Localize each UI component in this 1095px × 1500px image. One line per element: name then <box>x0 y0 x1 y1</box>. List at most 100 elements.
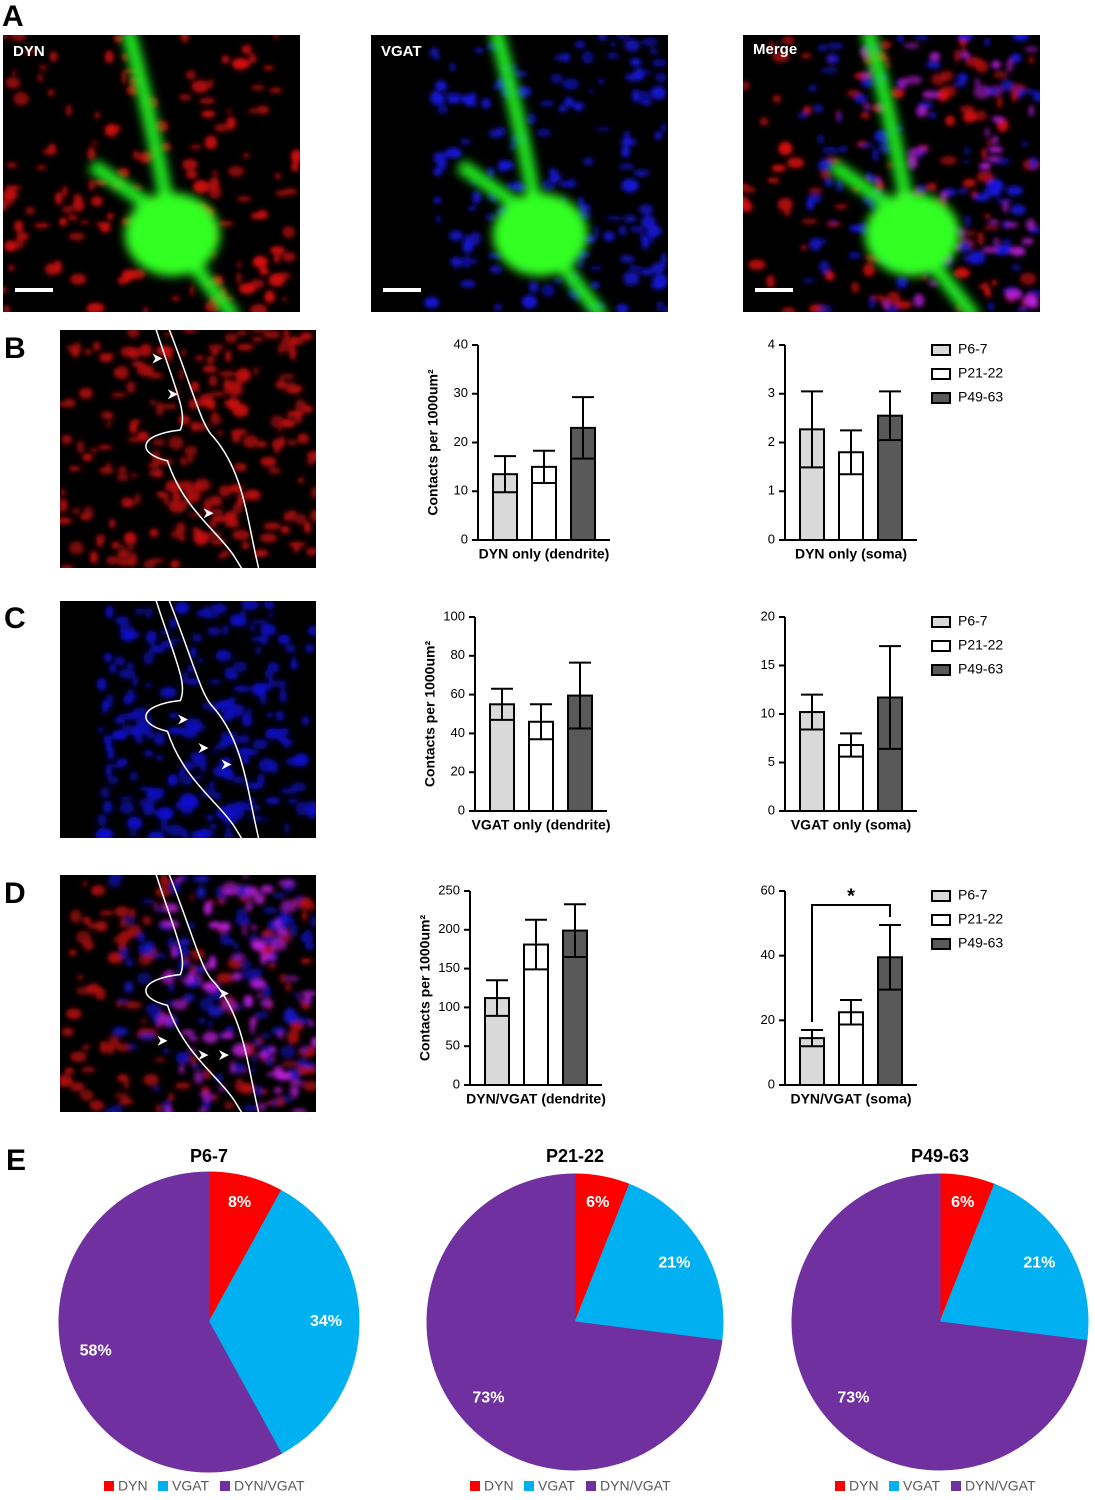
legend-label: P21-22 <box>958 365 1003 381</box>
punctum <box>104 652 113 663</box>
punctum <box>70 1051 87 1063</box>
legend-label: P49-63 <box>958 389 1003 405</box>
punctum <box>132 676 139 687</box>
punctum <box>633 67 645 81</box>
punctum <box>181 792 197 806</box>
legend-label: DYN/VGAT <box>965 1478 1036 1494</box>
punctum <box>194 478 211 492</box>
punctum <box>156 807 174 821</box>
punctum <box>284 644 296 653</box>
punctum <box>495 127 507 134</box>
legend-swatch <box>835 1481 845 1491</box>
punctum <box>127 347 142 359</box>
punctum <box>257 992 263 999</box>
punctum <box>759 117 769 126</box>
punctum <box>138 1032 156 1041</box>
punctum <box>873 147 878 162</box>
punctum <box>226 824 231 834</box>
punctum <box>467 205 478 212</box>
punctum <box>138 786 152 792</box>
punctum <box>300 932 314 944</box>
punctum <box>772 95 782 103</box>
punctum <box>267 963 277 969</box>
punctum <box>157 1014 175 1027</box>
punctum <box>170 530 185 539</box>
punctum <box>69 949 77 956</box>
punctum <box>429 46 439 58</box>
punctum <box>226 116 236 130</box>
x-axis-label: DYN only (dendrite) <box>479 546 610 562</box>
punctum <box>129 552 138 567</box>
punctum <box>848 251 861 260</box>
punctum <box>201 110 216 118</box>
punctum <box>965 147 970 155</box>
punctum <box>300 958 312 964</box>
punctum <box>106 556 120 565</box>
punctum <box>603 231 615 242</box>
punctum <box>310 486 316 500</box>
punctum <box>655 72 667 83</box>
punctum <box>163 1104 173 1112</box>
punctum <box>913 293 925 308</box>
punctum <box>38 65 49 70</box>
punctum <box>87 146 96 161</box>
pie-title: P49-63 <box>911 1146 969 1166</box>
punctum <box>562 53 570 62</box>
punctum <box>743 186 756 194</box>
punctum <box>160 819 168 832</box>
punctum <box>547 168 558 174</box>
pie-title: P21-22 <box>546 1146 604 1166</box>
y-tick-label: 10 <box>454 483 468 498</box>
y-tick-label: 20 <box>761 608 775 623</box>
punctum <box>251 940 266 951</box>
punctum <box>304 993 311 1004</box>
punctum <box>224 333 238 344</box>
punctum <box>299 1017 310 1025</box>
punctum <box>250 304 268 312</box>
y-tick-label: 30 <box>454 385 468 400</box>
x-axis-label: DYN only (soma) <box>795 546 907 562</box>
punctum <box>220 731 238 740</box>
punctum <box>233 685 252 692</box>
punctum <box>124 1001 142 1009</box>
punctum <box>82 881 88 886</box>
punctum <box>635 90 651 103</box>
punctum <box>203 901 213 916</box>
punctum <box>621 178 639 193</box>
punctum <box>241 756 250 765</box>
punctum <box>1028 104 1034 117</box>
punctum <box>256 1102 267 1111</box>
punctum <box>255 645 262 656</box>
punctum <box>133 149 138 160</box>
punctum <box>196 885 206 899</box>
punctum <box>187 678 200 685</box>
punctum <box>257 773 266 786</box>
punctum <box>270 938 288 951</box>
punctum <box>771 164 787 173</box>
punctum <box>940 190 948 201</box>
punctum <box>271 440 284 449</box>
punctum <box>743 202 753 213</box>
legend-label: P49-63 <box>958 661 1003 677</box>
punctum <box>193 180 210 194</box>
punctum <box>766 275 775 288</box>
punctum <box>311 1036 316 1048</box>
y-tick-label: 40 <box>451 725 465 740</box>
punctum <box>206 627 222 636</box>
legend-label: P21-22 <box>958 637 1003 653</box>
legend-label: VGAT <box>538 1478 576 1494</box>
punctum <box>116 1074 129 1082</box>
punctum <box>629 58 642 67</box>
punctum <box>896 275 908 289</box>
value-label: 6% <box>951 1194 974 1211</box>
punctum <box>289 1086 300 1095</box>
punctum <box>222 889 238 895</box>
punctum <box>295 415 303 424</box>
punctum <box>262 907 278 913</box>
punctum <box>504 182 521 191</box>
punctum <box>114 656 125 666</box>
punctum <box>208 823 218 829</box>
punctum <box>243 435 259 448</box>
punctum <box>250 815 262 822</box>
micrograph <box>60 330 316 568</box>
